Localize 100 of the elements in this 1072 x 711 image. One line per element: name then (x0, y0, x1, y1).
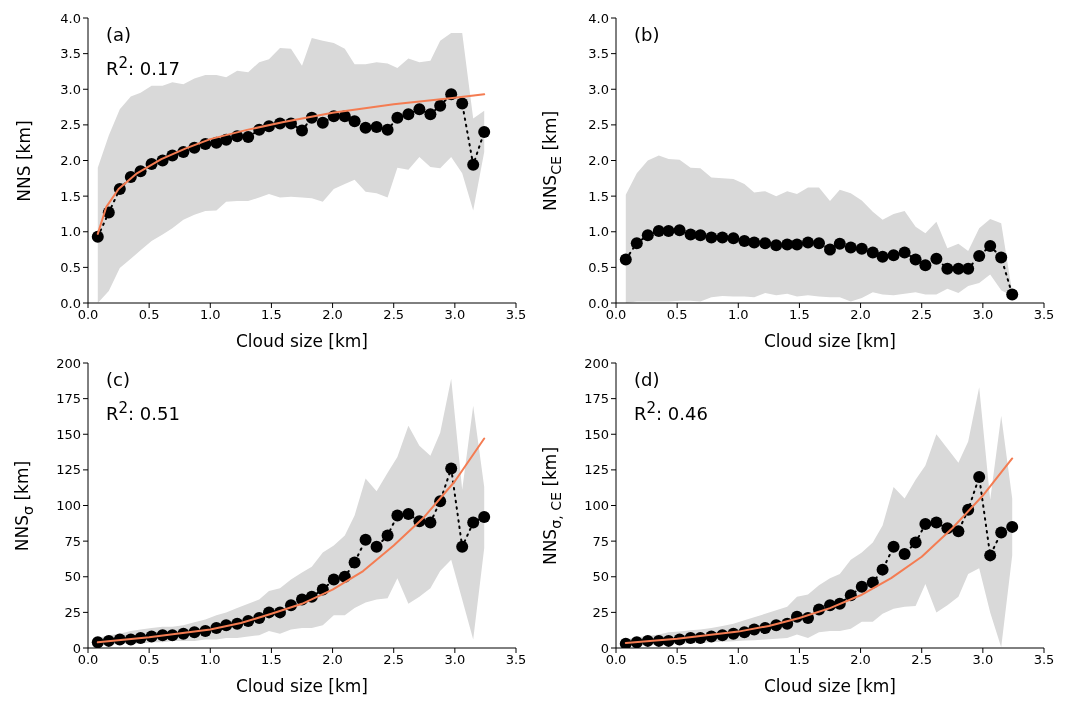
y-tick-label: 100 (584, 498, 609, 514)
x-tick-label: 2.0 (850, 652, 871, 668)
x-tick-label: 2.5 (383, 307, 405, 323)
point (467, 158, 480, 171)
point (973, 471, 986, 483)
y-tick-label: 0.5 (60, 259, 81, 275)
point (662, 225, 675, 238)
x-tick-label: 3.5 (1033, 307, 1055, 323)
y-tick-label: 3.0 (588, 81, 609, 97)
point (909, 536, 922, 549)
x-tick-label: 2.0 (322, 652, 343, 668)
x-tick-label: 0.5 (138, 307, 160, 323)
y-tick-label: 100 (56, 498, 81, 514)
point (866, 246, 879, 259)
point (359, 121, 372, 134)
x-tick-label: 1.0 (199, 652, 221, 668)
point (381, 123, 394, 136)
y-tick-label: 3.5 (60, 46, 81, 62)
point (898, 246, 911, 259)
point (919, 518, 932, 531)
x-axis-title: Cloud size [km] (763, 331, 897, 351)
point (348, 556, 361, 569)
point (887, 540, 900, 553)
point (630, 237, 643, 250)
point (995, 251, 1008, 264)
x-axis-title: Cloud size [km] (235, 331, 369, 351)
point (652, 225, 665, 238)
point (694, 229, 707, 242)
y-tick-label: 175 (584, 391, 609, 407)
point (402, 508, 415, 521)
point (402, 108, 415, 121)
point (619, 253, 632, 266)
annotation: R$^{2}$: 0.51 (106, 399, 180, 424)
point (770, 239, 783, 252)
x-tick-label: 2.5 (383, 652, 405, 668)
y-tick-label: 4.0 (588, 10, 609, 26)
point (434, 99, 447, 112)
point (973, 249, 986, 262)
point (876, 250, 889, 263)
point (759, 237, 772, 250)
point (327, 573, 340, 586)
x-tick-label: 3.5 (505, 652, 527, 668)
point (962, 262, 975, 275)
y-tick-label: 0.5 (588, 259, 609, 275)
x-tick-label: 1.0 (727, 652, 749, 668)
point (413, 103, 426, 116)
point (941, 262, 954, 275)
point (467, 516, 480, 529)
point (705, 231, 718, 244)
point (833, 237, 846, 250)
y-tick-label: 2.5 (60, 117, 81, 133)
x-tick-label: 3.5 (505, 307, 527, 323)
x-tick-label: 3.5 (1033, 652, 1055, 668)
point (909, 253, 922, 266)
point (801, 236, 814, 249)
y-tick-label: 200 (56, 355, 81, 371)
point (348, 115, 361, 128)
point (370, 540, 383, 553)
point (424, 108, 437, 121)
point (887, 249, 900, 262)
y-tick-label: 3.5 (588, 46, 609, 62)
point (855, 242, 868, 255)
x-tick-label: 1.0 (727, 307, 749, 323)
x-tick-label: 3.0 (444, 652, 466, 668)
y-tick-label: 3.0 (60, 81, 81, 97)
point (919, 259, 932, 272)
point (381, 529, 394, 542)
x-tick-label: 2.0 (850, 307, 871, 323)
point (641, 229, 654, 242)
point (930, 252, 943, 265)
x-tick-label: 2.0 (322, 307, 343, 323)
point (952, 525, 965, 538)
point (727, 232, 740, 245)
point (984, 240, 997, 252)
x-tick-label: 1.5 (261, 307, 282, 323)
x-axis-title: Cloud size [km] (235, 676, 369, 696)
point (1006, 288, 1019, 301)
y-tick-label: 175 (56, 391, 81, 407)
point (391, 509, 404, 522)
point (359, 533, 372, 546)
x-axis-title: Cloud size [km] (763, 676, 897, 696)
point (738, 235, 751, 248)
point (876, 563, 889, 576)
point (930, 516, 943, 529)
y-tick-label: 25 (64, 604, 81, 620)
x-tick-label: 0.5 (666, 652, 688, 668)
annotation: R$^{2}$: 0.46 (634, 399, 708, 424)
point (445, 462, 458, 475)
x-tick-label: 2.5 (911, 652, 933, 668)
x-tick-label: 3.0 (444, 307, 466, 323)
x-tick-label: 0.5 (666, 307, 688, 323)
point (456, 540, 469, 553)
annotation: (c) (106, 369, 130, 390)
y-axis-title: NNS [km] (14, 119, 34, 202)
point (812, 237, 825, 250)
x-tick-label: 1.0 (199, 307, 221, 323)
point (478, 510, 491, 523)
y-tick-label: 1.0 (60, 224, 81, 240)
x-tick-label: 3.0 (972, 307, 994, 323)
y-tick-label: 75 (592, 533, 609, 549)
